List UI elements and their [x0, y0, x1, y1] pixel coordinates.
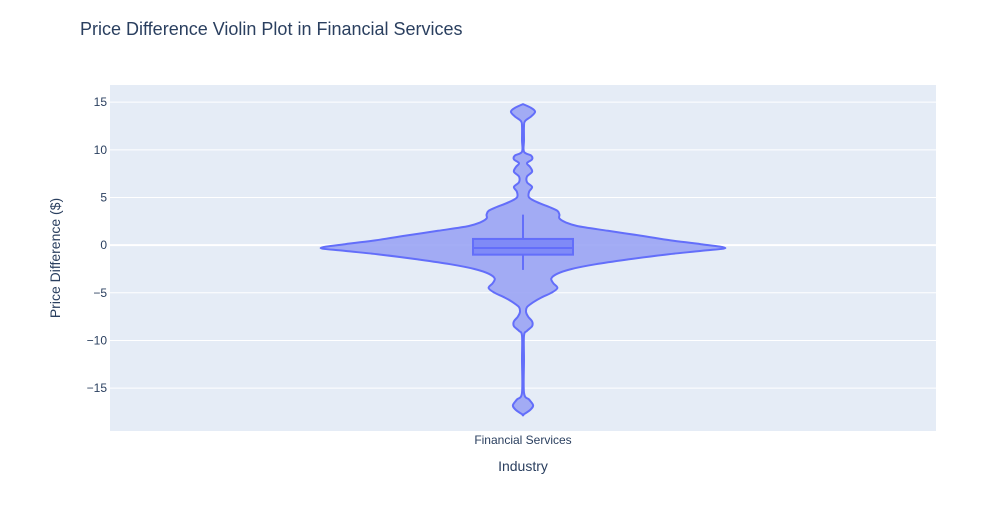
y-tick-label: −15 — [87, 381, 108, 395]
x-tick-labels: Financial Services — [474, 433, 571, 447]
y-tick-labels: 15 10 5 0 −5 −10 −15 — [87, 95, 108, 395]
y-tick-label: 15 — [94, 95, 108, 109]
y-tick-label: 10 — [94, 143, 108, 157]
y-tick-label: −10 — [87, 333, 108, 347]
chart-title: Price Difference Violin Plot in Financia… — [80, 19, 463, 39]
y-axis-title: Price Difference ($) — [47, 198, 63, 318]
violin-series — [319, 103, 727, 417]
x-tick-label: Financial Services — [474, 433, 571, 447]
x-axis-title: Industry — [498, 458, 548, 474]
box-iqr — [472, 237, 574, 256]
y-tick-label: 0 — [100, 238, 107, 252]
y-tick-label: −5 — [93, 286, 107, 300]
y-tick-label: 5 — [100, 190, 107, 204]
